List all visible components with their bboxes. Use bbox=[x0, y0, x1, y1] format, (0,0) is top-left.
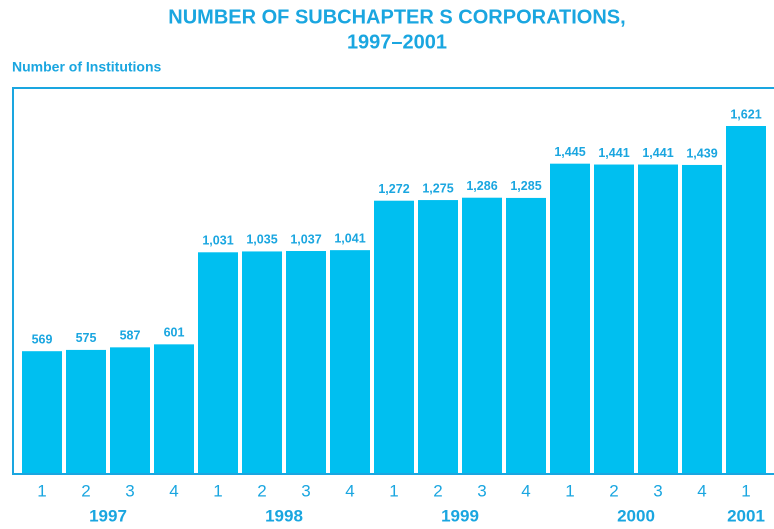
value-label: 1,439 bbox=[686, 146, 717, 160]
value-label: 601 bbox=[164, 326, 185, 340]
value-label: 587 bbox=[120, 329, 141, 343]
bar bbox=[594, 164, 634, 473]
x-tick-label: 4 bbox=[345, 481, 354, 500]
y-axis-label: Number of Institutions bbox=[12, 59, 162, 75]
value-label: 1,035 bbox=[246, 233, 277, 247]
bar bbox=[638, 164, 678, 473]
bar bbox=[66, 349, 106, 473]
x-tick-label: 4 bbox=[169, 481, 178, 500]
bar bbox=[110, 347, 150, 473]
group-label: 1998 bbox=[265, 506, 303, 525]
x-tick-label: 2 bbox=[433, 481, 442, 500]
x-tick-label: 2 bbox=[257, 481, 266, 500]
value-label: 1,441 bbox=[598, 146, 629, 160]
value-label: 1,445 bbox=[554, 145, 585, 159]
x-tick-label: 4 bbox=[697, 481, 706, 500]
x-tick-label: 2 bbox=[609, 481, 618, 500]
x-tick-label: 3 bbox=[301, 481, 310, 500]
value-label: 1,041 bbox=[334, 231, 365, 245]
x-tick-label: 3 bbox=[477, 481, 486, 500]
value-label: 1,286 bbox=[466, 179, 497, 193]
x-tick-label: 1 bbox=[213, 481, 222, 500]
x-tick-label: 1 bbox=[389, 481, 398, 500]
bar bbox=[22, 351, 62, 473]
value-label: 1,275 bbox=[422, 181, 453, 195]
value-label: 1,285 bbox=[510, 179, 541, 193]
bar bbox=[726, 126, 766, 473]
x-tick-label: 3 bbox=[125, 481, 134, 500]
value-label: 1,621 bbox=[730, 107, 761, 121]
value-label: 1,037 bbox=[290, 232, 321, 246]
bar bbox=[418, 200, 458, 473]
bar bbox=[330, 250, 370, 473]
bar bbox=[242, 251, 282, 473]
x-tick-label: 2 bbox=[81, 481, 90, 500]
chart-subtitle: 1997–2001 bbox=[347, 31, 447, 53]
value-label: 1,272 bbox=[378, 182, 409, 196]
bar bbox=[462, 197, 502, 473]
value-label: 1,441 bbox=[642, 146, 673, 160]
value-label: 1,031 bbox=[202, 234, 233, 248]
bar bbox=[374, 200, 414, 474]
group-label: 2000 bbox=[617, 506, 655, 525]
group-label: 1999 bbox=[441, 506, 479, 525]
value-label: 569 bbox=[32, 332, 53, 346]
bar bbox=[286, 251, 326, 473]
value-label: 575 bbox=[76, 331, 97, 345]
group-label: 1997 bbox=[89, 506, 127, 525]
bar bbox=[154, 344, 194, 473]
plot-frame bbox=[12, 87, 774, 475]
x-tick-label: 4 bbox=[521, 481, 530, 500]
bar bbox=[506, 197, 546, 473]
chart-title: NUMBER OF SUBCHAPTER S CORPORATIONS, bbox=[168, 6, 625, 28]
bar bbox=[550, 163, 590, 473]
group-label: 2001 bbox=[727, 506, 765, 525]
x-tick-label: 1 bbox=[741, 481, 750, 500]
x-tick-label: 1 bbox=[37, 481, 46, 500]
x-tick-label: 1 bbox=[565, 481, 574, 500]
x-tick-label: 3 bbox=[653, 481, 662, 500]
bar bbox=[682, 164, 722, 473]
bar bbox=[198, 252, 238, 473]
